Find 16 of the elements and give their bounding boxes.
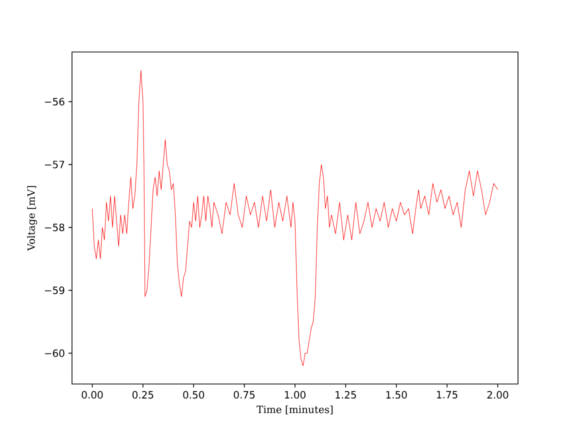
x-tick-label: 0.00: [82, 391, 103, 399]
x-tick-label: 1.25: [336, 391, 356, 399]
x-tick-label: 0.75: [234, 391, 255, 399]
y-tick-label: −57: [44, 160, 64, 168]
x-tick-label: 1.50: [386, 391, 407, 399]
y-tick-label: −59: [44, 286, 64, 294]
x-tick-label: 1.75: [437, 391, 458, 398]
x-axis-title: Time [minutes]: [256, 405, 333, 414]
x-tick-label: 2.00: [487, 391, 508, 399]
y-axis-title: Voltage [mV]: [27, 186, 38, 251]
x-tick-label: 0.50: [183, 391, 204, 399]
y-tick-label: −60: [44, 349, 64, 357]
x-tick-label: 1.00: [284, 391, 306, 399]
x-tick-label: 0.25: [132, 391, 154, 399]
y-tick-label: −58: [44, 224, 64, 232]
y-tick-label: −56: [44, 98, 64, 106]
